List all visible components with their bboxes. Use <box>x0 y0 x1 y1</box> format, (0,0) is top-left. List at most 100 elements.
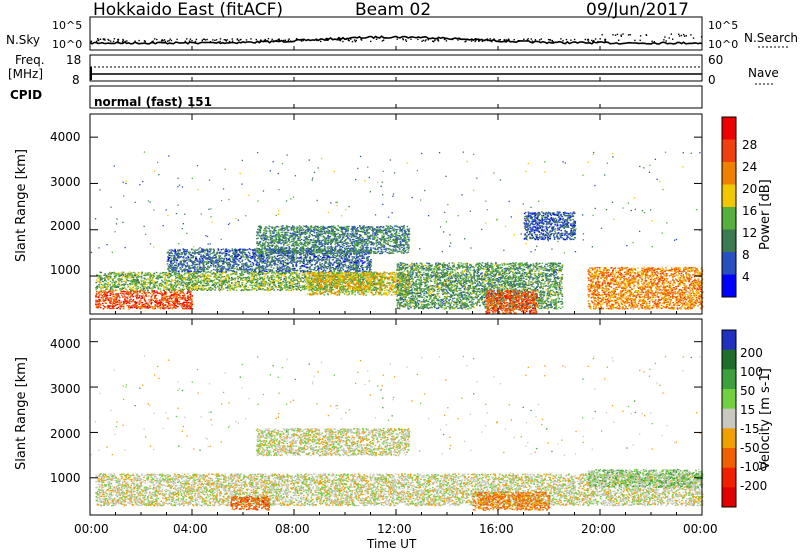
power-cell <box>237 275 239 277</box>
power-cell <box>130 279 132 282</box>
power-cell <box>121 290 123 292</box>
power-cell <box>188 260 190 262</box>
power-cell <box>350 261 352 263</box>
power-cell <box>163 277 166 280</box>
power-cell <box>128 302 131 304</box>
power-cell <box>331 282 333 284</box>
power-cell <box>189 286 191 289</box>
power-cell <box>112 302 115 304</box>
noise-search-point <box>353 39 356 41</box>
power-cell <box>169 300 172 302</box>
power-cell <box>126 279 129 282</box>
power-cell <box>114 288 117 290</box>
power-cell <box>112 295 115 298</box>
power-cell <box>144 294 147 296</box>
power-cell <box>114 285 116 287</box>
power-cell <box>212 272 215 274</box>
power-cell <box>194 284 197 286</box>
power-cell <box>126 275 129 277</box>
power-cell <box>144 272 147 274</box>
power-cell <box>141 296 143 298</box>
power-cell <box>158 305 161 307</box>
power-cell <box>97 306 100 308</box>
power-cell <box>271 258 273 260</box>
power-cell <box>137 306 139 309</box>
power-cell <box>338 284 341 286</box>
power-cell <box>301 277 303 279</box>
power-cell <box>151 281 153 284</box>
power-cell <box>214 285 217 287</box>
power-cell <box>151 277 154 279</box>
power-cell <box>380 276 382 278</box>
power-cell <box>305 259 308 261</box>
power-cell <box>121 281 123 283</box>
power-cell <box>332 285 334 287</box>
power-cell <box>136 273 138 276</box>
power-cell <box>295 271 298 273</box>
power-cell <box>111 298 113 301</box>
power-cell <box>299 286 302 289</box>
power-cell <box>192 287 194 290</box>
power-cell <box>151 294 154 296</box>
noise-search-point <box>591 39 593 42</box>
noise-search-point <box>166 40 169 42</box>
power-cell <box>141 272 143 274</box>
power-cell <box>126 297 129 299</box>
power-cell <box>207 276 210 278</box>
power-cell <box>98 302 100 304</box>
power-cell <box>236 280 239 282</box>
power-cell <box>285 282 288 284</box>
power-cell <box>290 273 292 276</box>
power-cell <box>218 275 221 277</box>
power-cell <box>186 299 189 302</box>
power-cell <box>108 299 110 302</box>
power-cell <box>103 300 106 302</box>
power-cell <box>125 278 128 280</box>
power-cell <box>259 273 262 275</box>
power-cell <box>209 281 211 283</box>
power-cell <box>200 270 203 273</box>
power-cell <box>358 268 361 270</box>
power-cell <box>149 272 151 274</box>
power-cell <box>173 289 175 291</box>
power-cell <box>259 284 261 286</box>
power-cell <box>133 301 135 303</box>
power-cell <box>321 276 323 278</box>
power-cell <box>128 274 131 277</box>
power-cell <box>372 285 374 287</box>
power-cell <box>149 300 152 303</box>
power-cell <box>321 271 324 273</box>
power-cell <box>303 288 306 291</box>
power-cell <box>154 286 156 289</box>
power-cell <box>189 281 191 284</box>
power-cell <box>141 292 143 295</box>
power-cell <box>316 275 319 278</box>
noise-search-point <box>97 39 99 42</box>
power-cell <box>250 279 252 281</box>
power-cell <box>135 282 138 284</box>
power-cell <box>293 276 295 278</box>
power-cell <box>200 256 203 258</box>
power-cell <box>121 284 124 286</box>
power-cell <box>178 281 181 283</box>
power-cell <box>159 302 162 304</box>
power-cell <box>107 298 109 300</box>
power-cell <box>100 290 103 292</box>
power-cell <box>159 272 162 274</box>
power-cell <box>355 269 357 272</box>
noise-search-point <box>629 34 631 36</box>
power-cell <box>165 296 167 298</box>
power-cell <box>102 304 105 307</box>
noise-search-point <box>668 37 670 39</box>
power-cell <box>106 288 108 290</box>
power-cell <box>132 276 135 279</box>
power-cell <box>278 265 281 267</box>
power-cell <box>306 287 308 289</box>
power-cell <box>260 284 262 287</box>
power-cell <box>203 274 206 277</box>
power-cell <box>97 277 99 280</box>
power-cell <box>226 286 229 288</box>
power-cell <box>351 276 353 279</box>
power-cell <box>147 286 149 288</box>
power-cell <box>334 274 336 276</box>
